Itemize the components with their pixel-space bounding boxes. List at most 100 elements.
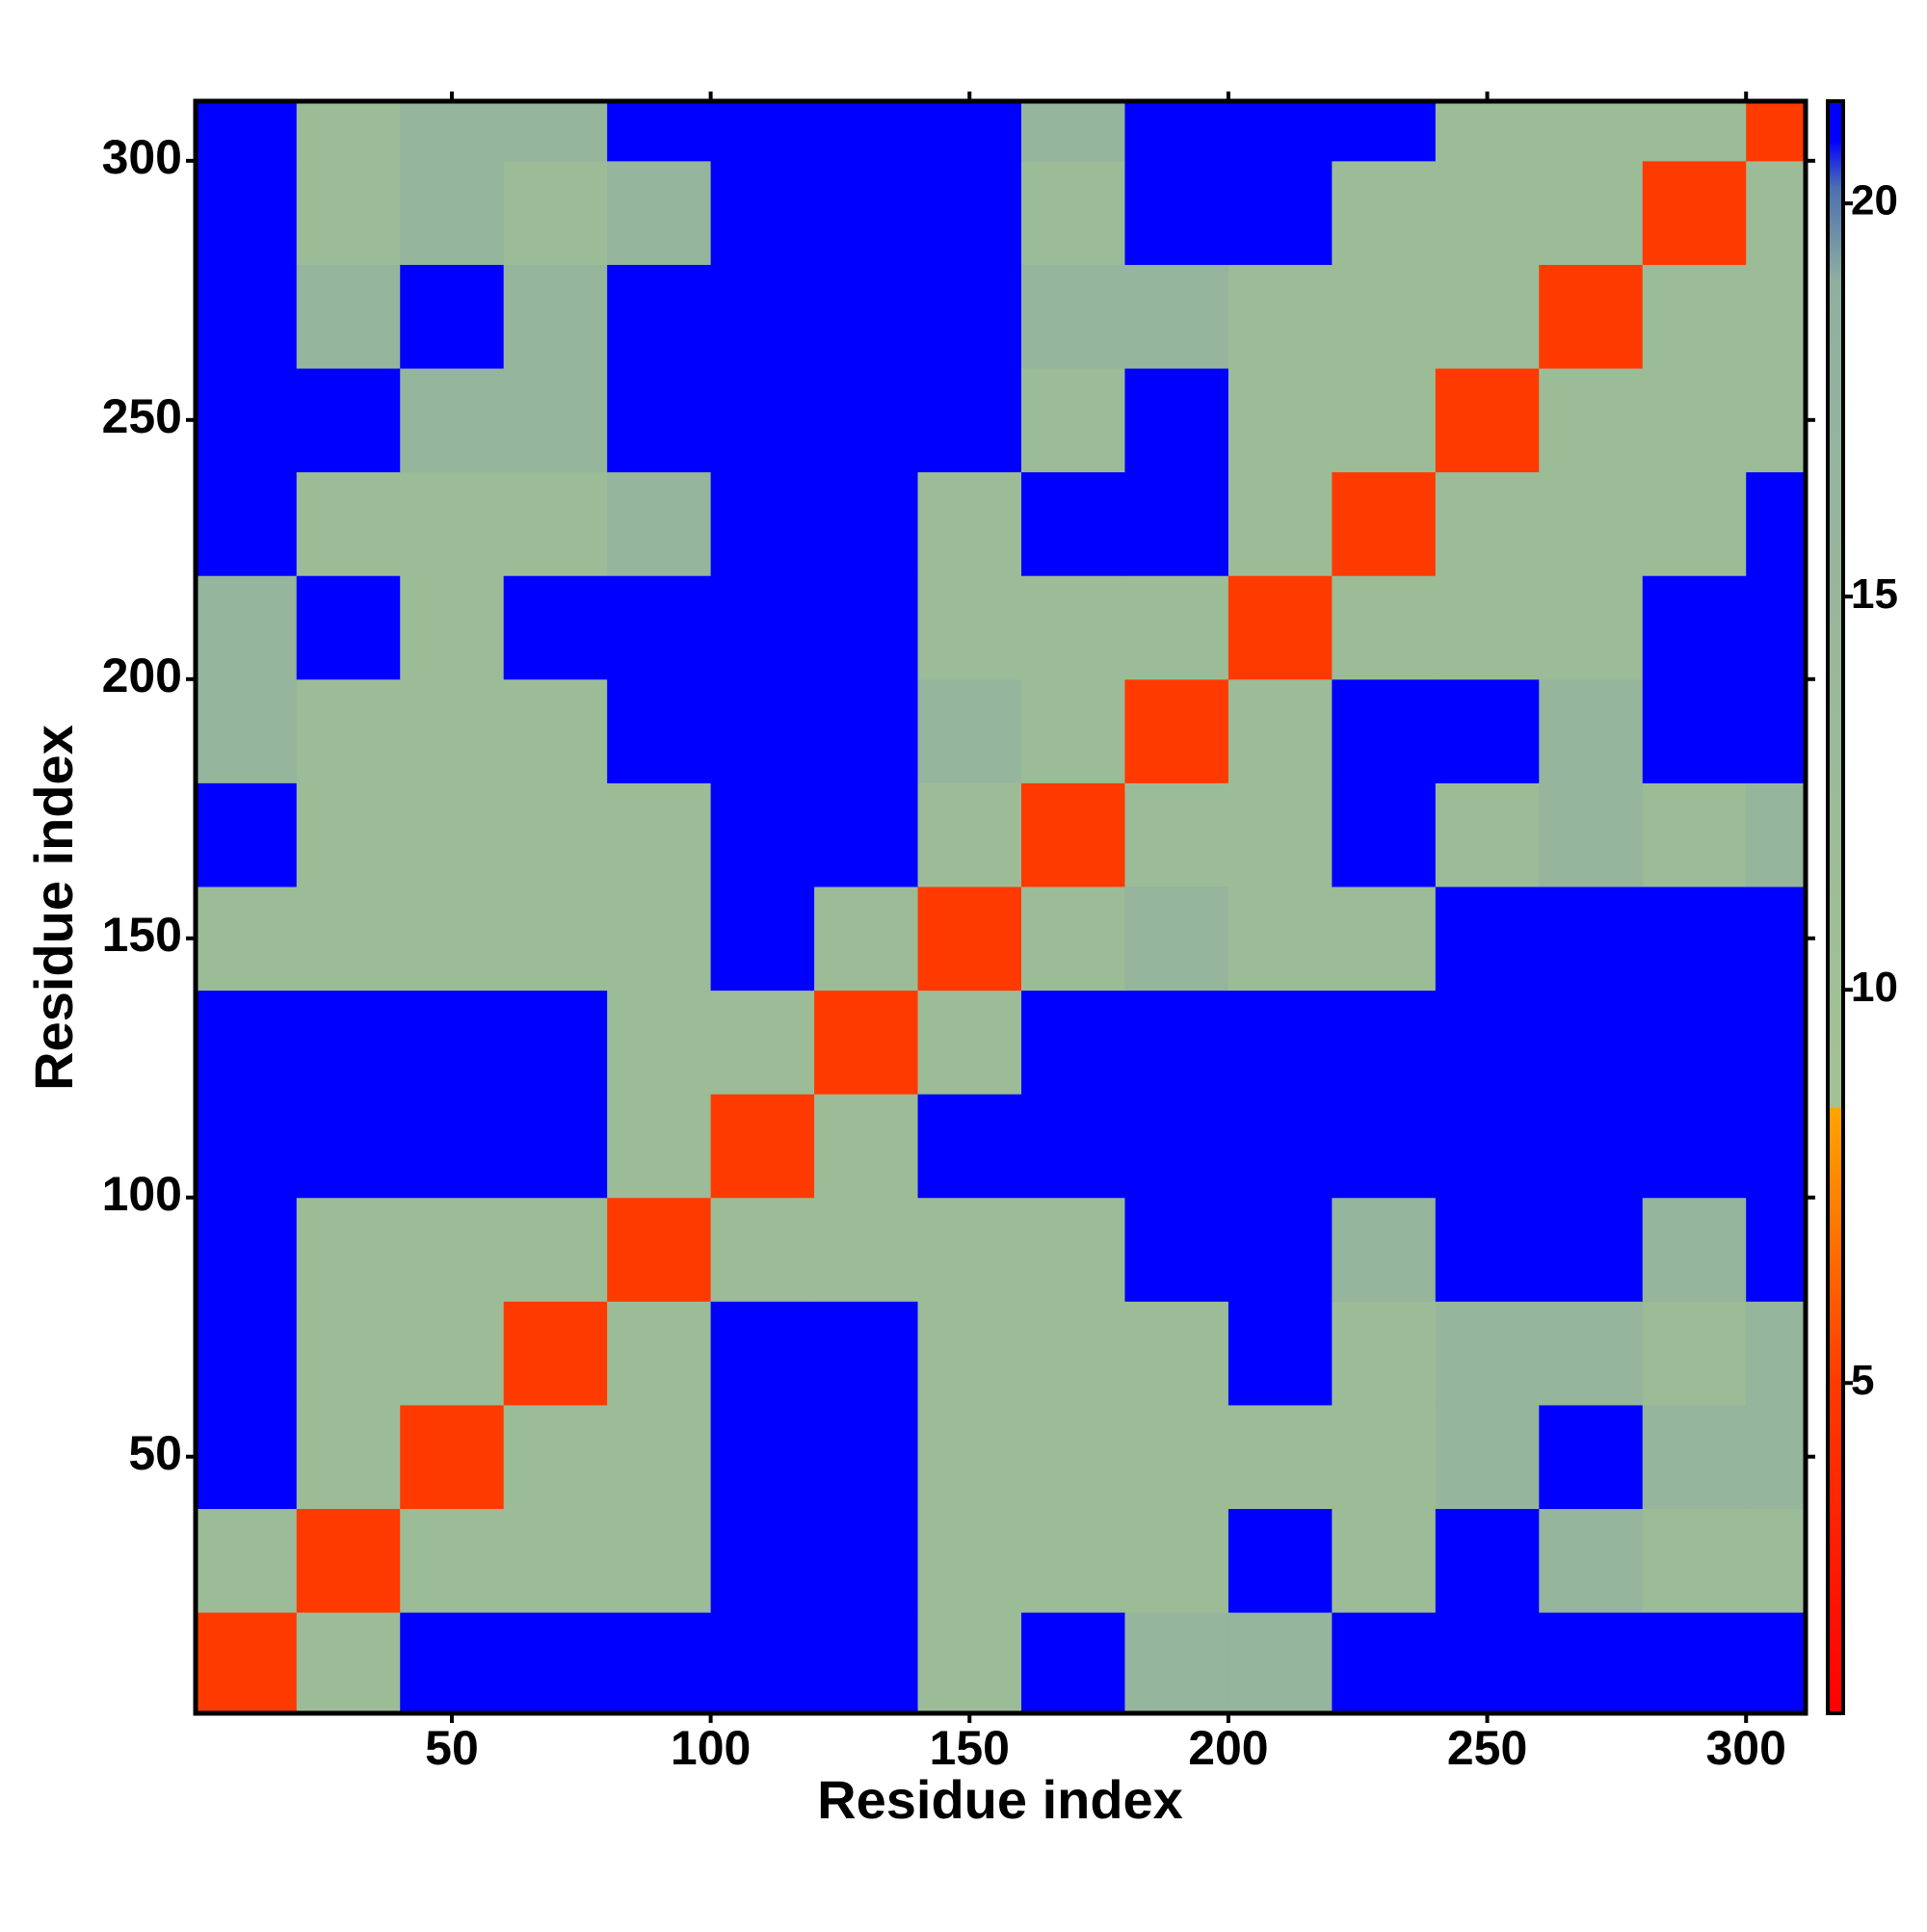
x-tick-label: 100 [671, 1721, 751, 1775]
x-axis-title: Residue index [817, 1769, 1183, 1830]
heatmap-cell [296, 575, 401, 680]
heatmap-cell [1642, 1301, 1747, 1406]
heatmap-cell [1642, 471, 1747, 576]
heatmap-cell [1435, 1612, 1540, 1714]
y-tick-label: 150 [102, 908, 182, 962]
heatmap-cell [503, 101, 608, 162]
heatmap-cell [196, 264, 298, 369]
heatmap-cell [1642, 1508, 1747, 1613]
heatmap-cell [1539, 264, 1644, 369]
heatmap-cell [1539, 1612, 1644, 1714]
heatmap-cell [1124, 575, 1229, 680]
heatmap-cell [196, 471, 298, 576]
heatmap-cell [400, 471, 505, 576]
heatmap-cell [196, 1094, 298, 1199]
heatmap-cell [1020, 1508, 1125, 1613]
heatmap-cell [1332, 575, 1437, 680]
heatmap-cell [1332, 264, 1437, 369]
heatmap-cell [1227, 101, 1333, 162]
heatmap-cell [1642, 264, 1747, 369]
heatmap-cell [1746, 990, 1807, 1095]
heatmap-cell [1227, 1301, 1333, 1406]
heatmap-cell [1124, 782, 1229, 887]
x-tick-label: 250 [1447, 1721, 1527, 1775]
heatmap-cell [1332, 1612, 1437, 1714]
heatmap-cell [710, 886, 815, 992]
heatmap-cell [607, 1197, 712, 1302]
heatmap-cell [400, 678, 505, 783]
heatmap-cell [296, 678, 401, 783]
heatmap-cell [1642, 782, 1747, 887]
y-axis-title: Residue index [23, 725, 84, 1091]
heatmap-cell [1539, 886, 1644, 992]
heatmap-cell [607, 990, 712, 1095]
heatmap-cell [1124, 160, 1229, 265]
heatmap-cells [196, 101, 1807, 1714]
colorbar-tick-label: 15 [1851, 570, 1898, 618]
heatmap-cell [1227, 1612, 1333, 1714]
heatmap-cell [400, 264, 505, 369]
heatmap-cell [710, 575, 815, 680]
heatmap-cell [1332, 886, 1437, 992]
heatmap-cell [814, 1404, 919, 1510]
heatmap-cell [196, 1301, 298, 1406]
heatmap-cell [1124, 264, 1229, 369]
heatmap-cell [1746, 1301, 1807, 1406]
heatmap-cell [1746, 1404, 1807, 1510]
heatmap-cell [1642, 101, 1747, 162]
heatmap-cell [607, 1612, 712, 1714]
heatmap-cell [1435, 1404, 1540, 1510]
heatmap-cell [400, 1197, 505, 1302]
heatmap-cell [1227, 1197, 1333, 1302]
heatmap-cell [1746, 886, 1807, 992]
heatmap-cell [1332, 368, 1437, 473]
heatmap-cell [1435, 368, 1540, 473]
heatmap-cell [1539, 575, 1644, 680]
heatmap-cell [607, 160, 712, 265]
heatmap-cell [1642, 1404, 1747, 1510]
x-tick-label: 200 [1188, 1721, 1268, 1775]
heatmap-cell [1124, 1612, 1229, 1714]
heatmap-cell [1020, 782, 1125, 887]
heatmap-cell [1124, 101, 1229, 162]
heatmap-cell [710, 1404, 815, 1510]
heatmap-cell [1539, 678, 1644, 783]
heatmap-cell [1227, 990, 1333, 1095]
heatmap-cell [1332, 471, 1437, 576]
heatmap-cell [814, 575, 919, 680]
heatmap-cell [607, 101, 712, 162]
colorbar-tick-label: 5 [1851, 1357, 1874, 1404]
heatmap-cell [1227, 160, 1333, 265]
heatmap-cell [710, 368, 815, 473]
heatmap-cell [710, 678, 815, 783]
heatmap-cell [1642, 678, 1747, 783]
heatmap-cell [917, 1508, 1022, 1613]
heatmap-cell [1435, 782, 1540, 887]
heatmap-cell [607, 1508, 712, 1613]
y-tick-label: 50 [128, 1426, 182, 1480]
heatmap-cell [1124, 990, 1229, 1095]
heatmap-cell [1539, 1404, 1644, 1510]
heatmap-cell [1124, 1404, 1229, 1510]
heatmap-cell [296, 1094, 401, 1199]
heatmap-cell [296, 990, 401, 1095]
heatmap-cell [1435, 1508, 1540, 1613]
heatmap-cell [917, 1612, 1022, 1714]
heatmap-cell [1227, 1094, 1333, 1199]
heatmap-cell [710, 990, 815, 1095]
heatmap-cell [1539, 101, 1644, 162]
heatmap-cell [1746, 368, 1807, 473]
heatmap-cell [814, 1197, 919, 1302]
heatmap-cell [1020, 575, 1125, 680]
heatmap-cell [196, 575, 298, 680]
heatmap-cell [196, 1404, 298, 1510]
heatmap-cell [1746, 1094, 1807, 1199]
heatmap-cell [1227, 264, 1333, 369]
heatmap-cell [814, 990, 919, 1095]
heatmap-cell [1227, 1404, 1333, 1510]
heatmap-cell [1642, 160, 1747, 265]
heatmap-cell [1435, 101, 1540, 162]
heatmap-cell [1332, 1404, 1437, 1510]
heatmap-cell [1332, 678, 1437, 783]
heatmap-cell [710, 160, 815, 265]
